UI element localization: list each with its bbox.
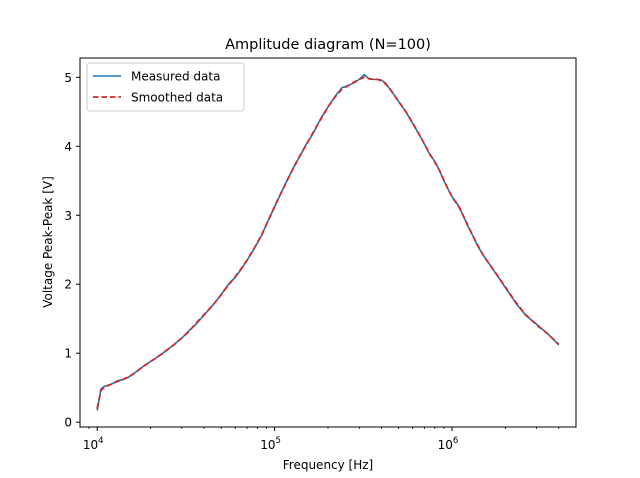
y-axis: 0 1 2 3 4 5 <box>64 71 80 430</box>
x-axis-label: Frequency [Hz] <box>283 458 374 472</box>
x-axis: 104 105 106 <box>83 427 560 452</box>
chart-title: Amplitude diagram (N=100) <box>225 37 431 53</box>
legend-label-measured: Measured data <box>131 70 220 84</box>
legend-label-smoothed: Smoothed data <box>131 91 223 105</box>
x-tick-label: 104 <box>83 436 104 452</box>
y-tick-label: 4 <box>64 140 72 154</box>
x-tick-label: 106 <box>438 436 459 452</box>
y-tick-label: 0 <box>64 416 72 430</box>
legend: Measured data Smoothed data <box>86 62 245 112</box>
x-tick-label: 105 <box>260 436 281 452</box>
series-line-smoothed <box>96 76 560 409</box>
y-tick-label: 2 <box>64 278 72 292</box>
series-layer <box>96 73 560 411</box>
y-tick-label: 5 <box>64 71 72 85</box>
y-tick-label: 3 <box>64 209 72 223</box>
legend-box <box>86 62 245 112</box>
y-tick-label: 1 <box>64 347 72 361</box>
y-axis-label: Voltage Peak-Peak [V] <box>41 176 55 308</box>
